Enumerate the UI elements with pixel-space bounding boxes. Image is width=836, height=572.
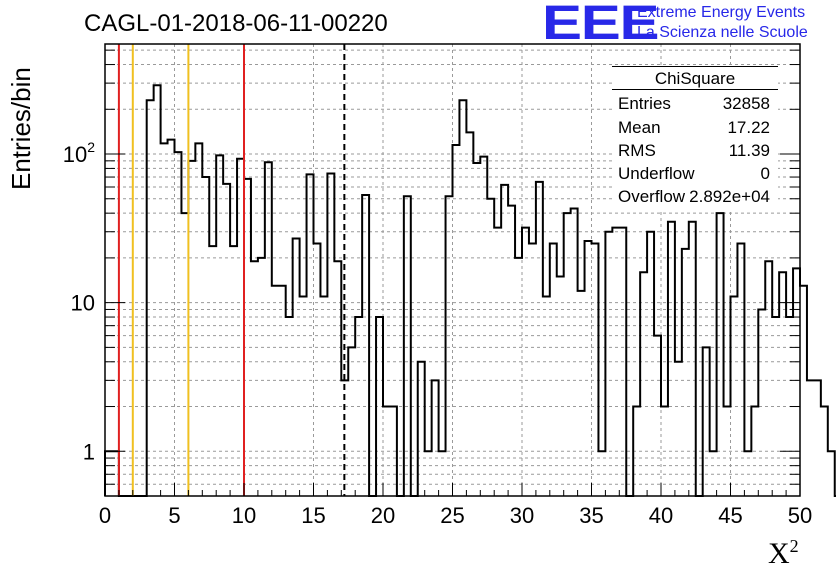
x-tick-label: 15 — [301, 503, 325, 528]
y-axis-label: Entries/bin — [6, 67, 36, 190]
stats-value-rms: 11.39 — [728, 141, 770, 160]
stats-value-underflow: 0 — [760, 164, 770, 183]
x-tick-label: 20 — [371, 503, 395, 528]
stats-box-divider — [612, 89, 778, 90]
x-tick-label: 0 — [99, 503, 111, 528]
stats-label-overflow: Overflow — [618, 187, 686, 206]
stats-label-entries: Entries — [618, 94, 671, 113]
x-axis-label: X2 — [768, 536, 799, 571]
x-tick-label: 40 — [649, 503, 673, 528]
marker-lines — [117, 44, 346, 496]
eee-logo: EEE — [542, 0, 660, 50]
x-tick-label: 10 — [232, 503, 256, 528]
stats-value-mean: 17.22 — [727, 118, 770, 137]
chart-title: CAGL-01-2018-06-11-00220 — [84, 10, 388, 37]
stats-label-rms: RMS — [618, 141, 656, 160]
stats-box: ChiSquare Entries 32858 Mean 17.22 RMS 1… — [612, 66, 778, 209]
x-axis: 0 5 10 15 20 25 30 35 40 45 50 — [99, 483, 812, 528]
logo-line-1: Extreme Energy Events — [637, 4, 806, 21]
x-tick-label: 35 — [579, 503, 603, 528]
x-axis-label-superscript: 2 — [789, 536, 799, 556]
y-tick-label: 10 — [71, 291, 95, 316]
y-tick-label: 102 — [63, 139, 95, 167]
histogram-outline — [104, 84, 836, 497]
x-tick-label: 45 — [718, 503, 742, 528]
histogram-bars — [104, 84, 836, 497]
x-tick-label: 25 — [440, 503, 464, 528]
logo-line-2: La Scienza nelle Scuole — [637, 24, 808, 41]
x-tick-label: 5 — [168, 503, 180, 528]
y-axis: 1 10 102 — [63, 49, 800, 485]
stats-label-mean: Mean — [618, 118, 661, 137]
x-tick-label: 30 — [510, 503, 534, 528]
x-tick-label: 50 — [788, 503, 812, 528]
x-axis-label-base: X — [768, 537, 790, 570]
y-axis-label-wrap: Entries/bin — [6, 40, 38, 190]
stats-value-entries: 32858 — [722, 94, 770, 113]
stats-box-title: ChiSquare — [654, 69, 736, 88]
stats-label-underflow: Underflow — [618, 164, 695, 183]
stats-value-overflow: 2.892e+04 — [689, 187, 770, 206]
y-tick-label: 1 — [83, 439, 95, 464]
grid-lines — [105, 44, 800, 496]
